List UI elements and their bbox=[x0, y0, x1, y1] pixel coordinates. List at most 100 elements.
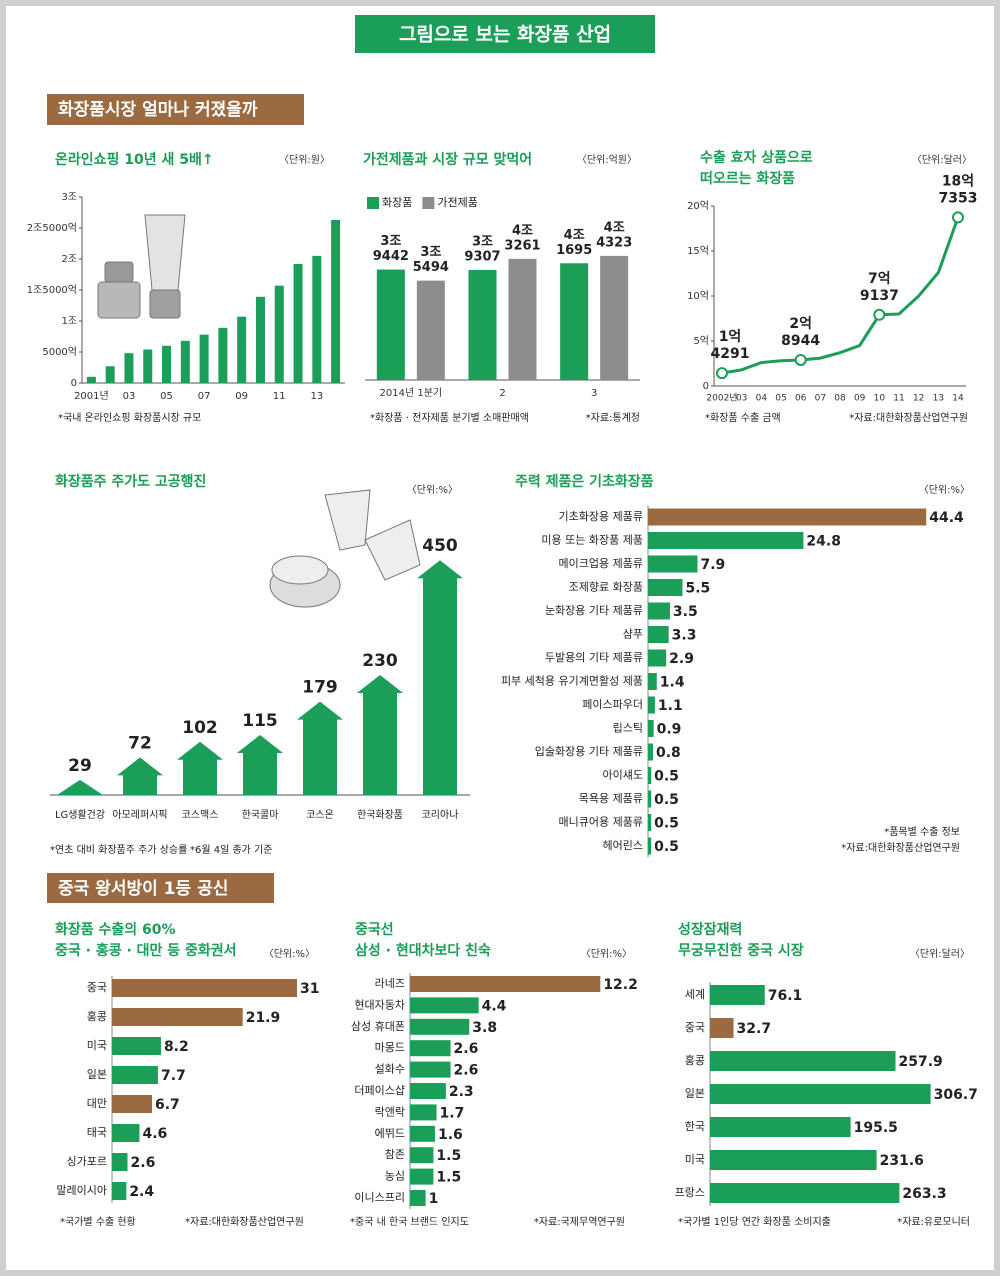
category-label: 미국 bbox=[87, 1039, 107, 1052]
value-label: 263.3 bbox=[902, 1186, 946, 1202]
category-label: 기초화장용 제품류 bbox=[559, 510, 643, 523]
arrow-bar bbox=[117, 757, 163, 795]
category-label: 미용 또는 화장품 제품 bbox=[541, 534, 643, 547]
bar bbox=[508, 258, 537, 380]
bar bbox=[199, 334, 209, 383]
value-label: 0.9 bbox=[657, 722, 682, 738]
y-tick-label: 0 bbox=[71, 378, 77, 389]
bar bbox=[218, 327, 228, 383]
category-label: 태국 bbox=[87, 1126, 107, 1139]
category-label: 메이크업용 제품류 bbox=[559, 557, 643, 570]
bar bbox=[410, 1040, 451, 1057]
bar bbox=[648, 673, 657, 690]
value-label: 44.4 bbox=[929, 510, 964, 526]
legend-label: 가전제품 bbox=[437, 196, 477, 209]
bar bbox=[86, 376, 96, 383]
value-label: 306.7 bbox=[934, 1087, 978, 1103]
legend-swatch bbox=[422, 197, 435, 209]
value-label: 4291 bbox=[711, 346, 750, 362]
unit-label: 〈단위:%〉 bbox=[264, 947, 315, 960]
category-label: 아이섀도 bbox=[603, 769, 643, 782]
section-box bbox=[47, 94, 304, 125]
bar bbox=[648, 532, 804, 549]
line bbox=[721, 216, 960, 375]
bar bbox=[648, 508, 927, 526]
x-tick-label: 코리아나 bbox=[422, 809, 459, 821]
arrow-bar bbox=[297, 701, 343, 795]
x-tick-label: 2014년 1분기 bbox=[380, 387, 443, 399]
category-label: 세계 bbox=[685, 988, 705, 1001]
legend-swatch bbox=[367, 197, 379, 209]
arrow-bar bbox=[57, 779, 103, 795]
unit-label: 〈단위:달러〉 bbox=[912, 153, 972, 166]
x-tick-label: 07 bbox=[815, 394, 826, 404]
bar bbox=[416, 280, 445, 380]
chart-title: 중국 · 홍콩 · 대만 등 중화권서 bbox=[55, 942, 237, 959]
footnote: *국가별 1인당 연간 화장품 소비지출 bbox=[678, 1216, 831, 1228]
bar bbox=[410, 1168, 434, 1185]
y-tick-label: 5000억 bbox=[42, 346, 77, 358]
x-tick-label: LG생활건강 bbox=[55, 808, 105, 821]
illustration bbox=[97, 214, 421, 608]
value-label: 18억 bbox=[942, 173, 974, 189]
bar bbox=[293, 263, 303, 383]
footnote: *자료:대한화장품산업연구원 bbox=[849, 411, 968, 424]
x-tick-label: 09 bbox=[854, 394, 866, 404]
value-label: 21.9 bbox=[246, 1010, 281, 1026]
y-tick-label: 2조5000억 bbox=[27, 222, 77, 234]
y-tick-label: 3조 bbox=[61, 192, 77, 203]
y-tick-label: 5억 bbox=[693, 335, 709, 347]
bar bbox=[255, 296, 265, 383]
bar bbox=[648, 696, 655, 714]
value-label: 6.7 bbox=[155, 1097, 180, 1113]
chart-title: 성장잠재력 bbox=[678, 921, 742, 938]
chart-title: 중국선 bbox=[355, 922, 394, 938]
category-label: 더페이스샵 bbox=[354, 1084, 405, 1097]
category-label: 마몽드 bbox=[375, 1041, 405, 1054]
unit-label: 〈단위:%〉 bbox=[919, 483, 970, 496]
value-label: 1.1 bbox=[658, 698, 683, 714]
bar bbox=[124, 353, 134, 383]
bar bbox=[710, 1183, 900, 1203]
category-label: 일본 bbox=[685, 1086, 705, 1100]
value-label: 29 bbox=[68, 756, 92, 776]
value-label: 5494 bbox=[413, 260, 449, 275]
x-tick-label: 10 bbox=[874, 394, 886, 404]
bar bbox=[410, 1018, 470, 1035]
value-label: 1 bbox=[429, 1191, 439, 1207]
category-label: 싱가포르 bbox=[67, 1155, 107, 1168]
value-label: 3.3 bbox=[672, 628, 697, 644]
footnote: *품목별 수출 정보 bbox=[884, 826, 960, 838]
value-label: 2.3 bbox=[449, 1084, 474, 1100]
category-label: 삼성 휴대폰 bbox=[351, 1020, 405, 1033]
x-tick-label: 05 bbox=[775, 394, 786, 404]
value-label: 3조 bbox=[380, 234, 401, 249]
category-label: 참존 bbox=[385, 1148, 405, 1161]
value-label: 4323 bbox=[596, 235, 632, 250]
category-label: 프랑스 bbox=[675, 1186, 705, 1199]
value-label: 8944 bbox=[781, 333, 820, 349]
value-label: 231.6 bbox=[880, 1153, 924, 1169]
bar bbox=[710, 1084, 931, 1104]
value-label: 5.5 bbox=[685, 581, 710, 597]
compact-lid bbox=[271, 555, 329, 585]
main-title: 그림으로 보는 화장품 산업 bbox=[399, 24, 611, 46]
bar bbox=[274, 285, 284, 383]
category-label: 매니큐어용 제품류 bbox=[559, 816, 643, 829]
point bbox=[716, 367, 728, 380]
category-label: 눈화장용 기타 제품류 bbox=[545, 604, 643, 617]
category-label: 피부 세척용 유기계면활성 제품 bbox=[501, 674, 643, 688]
bar bbox=[143, 349, 153, 383]
value-label: 2.6 bbox=[454, 1063, 479, 1079]
bar bbox=[331, 219, 341, 383]
bar bbox=[410, 1104, 437, 1121]
category-label: 이니스프리 bbox=[354, 1191, 405, 1204]
value-label: 2.9 bbox=[669, 651, 694, 667]
x-tick-label: 코스온 bbox=[306, 809, 334, 821]
chart-title: 주력 제품은 기초화장품 bbox=[515, 473, 654, 490]
value-label: 7억 bbox=[868, 271, 891, 287]
x-tick-label: 03 bbox=[123, 391, 136, 402]
value-label: 1695 bbox=[556, 243, 592, 258]
category-label: 락앤락 bbox=[375, 1105, 405, 1118]
bar bbox=[162, 345, 172, 383]
